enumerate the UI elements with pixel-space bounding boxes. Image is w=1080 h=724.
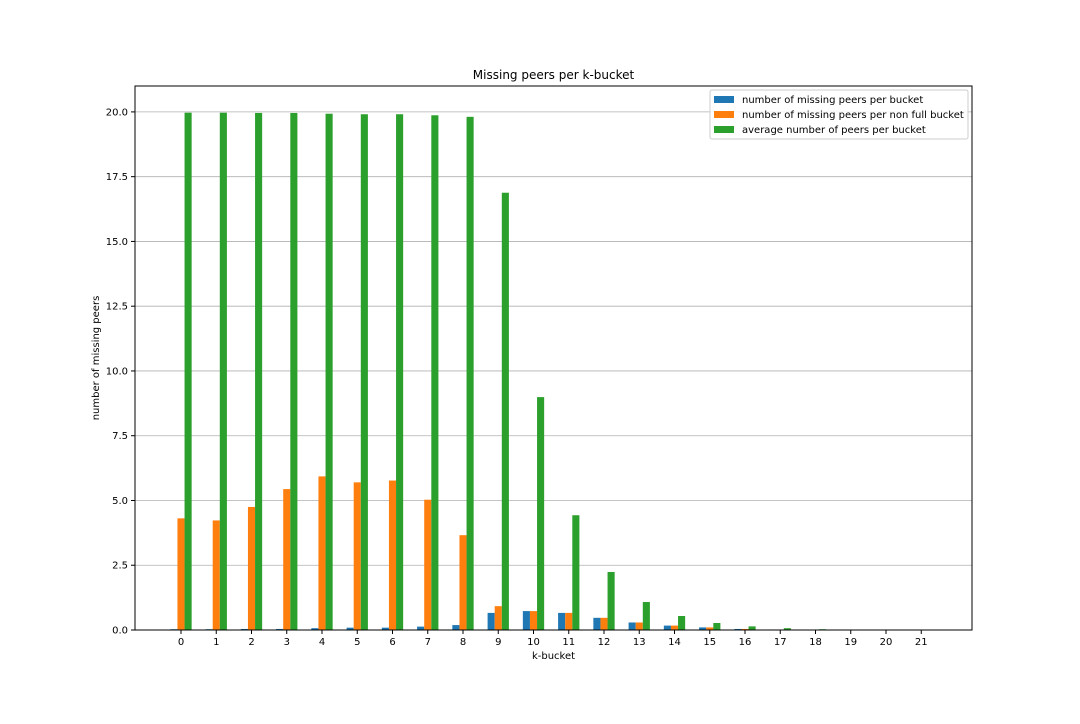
bar-series-1-bucket-2 [248, 507, 255, 630]
x-tick-label: 6 [389, 637, 395, 648]
bar-series-2-bucket-4 [326, 114, 333, 630]
bar-series-0-bucket-10 [523, 611, 530, 630]
bar-series-2-bucket-9 [502, 193, 509, 630]
legend-swatch-average-peers-per-bucket [714, 126, 734, 133]
y-tick-label: 7.5 [112, 431, 128, 442]
x-tick-label: 16 [739, 637, 752, 648]
x-tick-label: 9 [495, 637, 501, 648]
bar-series-0-bucket-12 [593, 618, 600, 630]
x-tick-label: 2 [248, 637, 254, 648]
x-tick-label: 14 [668, 637, 681, 648]
bar-series-1-bucket-13 [636, 622, 643, 630]
x-tick-label: 13 [633, 637, 646, 648]
x-tick-label: 21 [915, 637, 928, 648]
bar-series-1-bucket-11 [565, 613, 572, 630]
legend-swatch-missing-per-non-full-bucket [714, 111, 734, 118]
x-tick-label: 12 [598, 637, 611, 648]
bar-series-0-bucket-9 [488, 613, 495, 630]
x-tick-label: 20 [880, 637, 893, 648]
bar-series-0-bucket-13 [629, 622, 636, 630]
legend-label-missing-per-bucket: number of missing peers per bucket [742, 95, 923, 106]
bar-series-1-bucket-14 [671, 626, 678, 630]
bar-series-2-bucket-5 [361, 114, 368, 630]
x-tick-label: 10 [527, 637, 540, 648]
bar-series-2-bucket-0 [185, 113, 192, 630]
y-axis-ticks: 0.0 2.5 5.0 7.5 10.0 12.5 15.0 17.5 20.0 [106, 107, 135, 636]
bar-series-1-bucket-5 [354, 482, 361, 630]
y-axis-label: number of missing peers [91, 296, 102, 421]
bar-series-1-bucket-6 [389, 481, 396, 630]
bar-series-2-bucket-16 [749, 626, 756, 630]
bar-series-2-bucket-12 [608, 572, 615, 630]
bar-series-1-bucket-0 [177, 518, 184, 630]
x-tick-label: 17 [774, 637, 787, 648]
x-tick-label: 11 [562, 637, 575, 648]
x-axis-label: k-bucket [532, 651, 575, 662]
legend-label-missing-per-non-full-bucket: number of missing peers per non full buc… [742, 110, 964, 121]
chart-title: Missing peers per k-bucket [473, 68, 635, 82]
x-tick-label: 7 [425, 637, 431, 648]
bar-series-2-bucket-3 [290, 113, 297, 630]
x-tick-label: 3 [284, 637, 290, 648]
bar-series-2-bucket-7 [431, 115, 438, 630]
bar-series-1-bucket-3 [283, 489, 290, 630]
y-tick-label: 15.0 [106, 237, 128, 248]
x-tick-label: 8 [460, 637, 466, 648]
x-tick-label: 19 [844, 637, 857, 648]
y-tick-label: 5.0 [112, 496, 128, 507]
x-tick-label: 1 [213, 637, 219, 648]
y-tick-label: 2.5 [112, 561, 128, 572]
bar-series-2-bucket-2 [255, 113, 262, 630]
y-tick-label: 20.0 [106, 107, 128, 118]
bar-series-2-bucket-14 [678, 616, 685, 630]
x-tick-label: 0 [178, 637, 184, 648]
bar-series-2-bucket-6 [396, 114, 403, 630]
x-tick-label: 18 [809, 637, 822, 648]
bar-series-1-bucket-4 [318, 476, 325, 630]
bar-series-2-bucket-10 [537, 397, 544, 630]
x-tick-label: 15 [703, 637, 716, 648]
bar-series-1-bucket-8 [459, 535, 466, 630]
bar-series-2-bucket-13 [643, 602, 650, 630]
y-tick-label: 10.0 [106, 366, 128, 377]
bar-series-0-bucket-14 [664, 626, 671, 630]
legend-swatch-missing-per-bucket [714, 96, 734, 103]
bar-series-1-bucket-12 [600, 618, 607, 630]
bar-series-2-bucket-15 [713, 623, 720, 630]
bar-series-1-bucket-9 [495, 606, 502, 630]
legend-label-average-peers-per-bucket: average number of peers per bucket [742, 125, 926, 136]
bar-series-2-bucket-11 [572, 515, 579, 630]
bar-series-1-bucket-1 [213, 520, 220, 630]
bar-series-1-bucket-7 [424, 500, 431, 630]
bar-series-0-bucket-11 [558, 613, 565, 630]
bar-series-2-bucket-8 [467, 117, 474, 630]
bar-series-1-bucket-10 [530, 611, 537, 630]
bar-series-0-bucket-7 [417, 627, 424, 630]
x-tick-label: 5 [354, 637, 360, 648]
x-tick-label: 4 [319, 637, 325, 648]
bar-series-2-bucket-1 [220, 113, 227, 630]
y-tick-label: 12.5 [106, 302, 128, 313]
y-tick-label: 17.5 [106, 172, 128, 183]
bar-series-0-bucket-8 [452, 625, 459, 630]
legend: number of missing peers per bucket numbe… [710, 90, 968, 139]
y-tick-label: 0.0 [112, 626, 128, 637]
